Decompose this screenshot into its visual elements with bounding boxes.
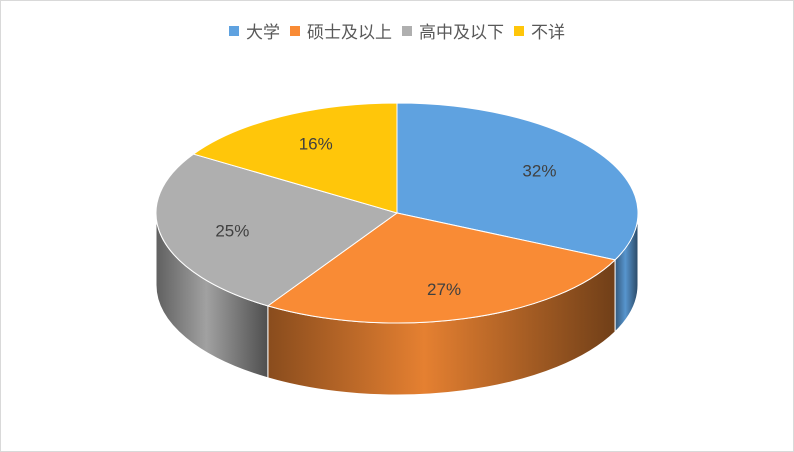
pie-slice-2 [155,153,399,307]
pie-label-0: 32% [522,162,556,181]
legend-swatch-0 [229,25,239,36]
legend-swatch-3 [514,25,524,36]
legend-swatch-1 [290,25,300,36]
legend-label-3: 不详 [531,23,565,43]
pie-label-2: 25% [215,221,249,240]
pie-slice-0 [396,102,639,261]
legend-item-3: 不详 [514,18,565,43]
legend-item-2: 高中及以下 [402,18,504,43]
pie-top [155,102,639,324]
legend-swatch-2 [402,25,412,36]
legend-label-1: 硕士及以上 [307,23,392,43]
pie-label-1: 27% [427,280,461,299]
pie-slice-1 [266,212,617,324]
pie-slice-3 [192,102,398,214]
pie-labels: 32% 27% 25% 16% [215,135,556,299]
legend-label-0: 大学 [246,23,280,43]
legend-item-0: 大学 [229,18,280,43]
legend-item-1: 硕士及以上 [290,18,392,43]
chart-legend: 大学 硕士及以上 高中及以下 不详 [0,18,794,43]
pie-label-3: 16% [299,135,333,154]
legend-label-2: 高中及以下 [419,23,504,43]
